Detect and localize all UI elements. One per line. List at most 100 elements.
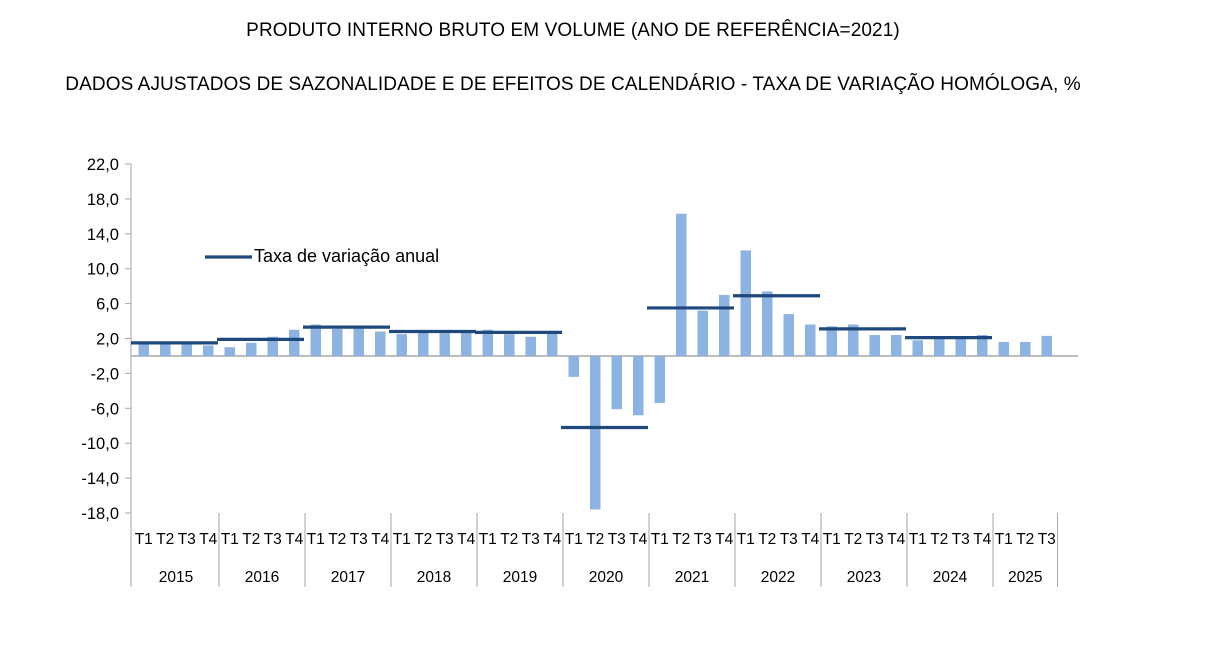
quarter-label: T4 [543, 531, 561, 548]
year-label-2023: 2023 [847, 569, 881, 586]
bar-2015-t2 [160, 342, 171, 356]
bar-2018-t4 [461, 331, 472, 356]
bars-layer [138, 213, 1052, 510]
y-tick-label: 10,0 [87, 261, 119, 279]
year-label-2020: 2020 [589, 569, 624, 586]
bar-2018-t2 [418, 331, 429, 356]
labels-layer: 22,0 18,0 14,0 10,0 6,0 2,0 -2,0 -6,0 -10,0 -14,0… [81, 156, 1055, 586]
bar-2023-t1 [826, 326, 837, 356]
year-label-2019: 2019 [503, 569, 537, 586]
quarter-label: T1 [651, 531, 669, 548]
year-label-2017: 2017 [331, 569, 365, 586]
bar-2017-t4 [375, 331, 386, 356]
year-label-2021: 2021 [675, 569, 709, 586]
year-label-2016: 2016 [245, 569, 279, 586]
bar-2016-t3 [267, 336, 278, 356]
quarter-label: T2 [414, 531, 432, 548]
y-tick-label: -14,0 [81, 470, 119, 488]
quarter-label: T4 [629, 531, 647, 548]
axes-layer [125, 163, 1078, 587]
y-tick-label: 14,0 [87, 226, 119, 244]
bar-2021-t1 [654, 355, 665, 404]
bar-2023-t4 [891, 335, 902, 356]
y-tick-label: -18,0 [81, 505, 119, 523]
quarter-label: T3 [694, 531, 712, 548]
quarter-label: T2 [586, 531, 604, 548]
bar-2022-t4 [805, 324, 816, 356]
quarter-label: T4 [887, 531, 905, 548]
bar-2017-t2 [332, 328, 343, 356]
bar-2019-t1 [482, 329, 493, 356]
bar-2020-t3 [611, 355, 622, 410]
quarter-label: T4 [371, 531, 389, 548]
bar-2025-t2 [1020, 341, 1031, 356]
quarter-label: T3 [780, 531, 798, 548]
quarter-label: T1 [909, 531, 927, 548]
y-tick-label: 2,0 [96, 331, 119, 349]
quarter-label: T1 [565, 531, 583, 548]
bar-2019-t4 [547, 331, 558, 356]
bar-2023-t2 [848, 324, 859, 356]
y-tick-label: -6,0 [91, 400, 119, 418]
bar-2015-t3 [181, 342, 192, 356]
quarter-label: T2 [500, 531, 518, 548]
y-tick-label: 6,0 [96, 296, 119, 314]
bar-2019-t3 [525, 336, 536, 356]
bar-2024-t2 [934, 338, 945, 356]
year-label-2025: 2025 [1008, 569, 1042, 586]
bar-2020-t1 [568, 355, 579, 377]
bar-2025-t1 [998, 341, 1009, 356]
bar-2017-t3 [353, 328, 364, 356]
quarter-label: T1 [823, 531, 841, 548]
legend-annual-label: Taxa de variação anual [254, 246, 439, 266]
quarter-label: T3 [264, 531, 282, 548]
year-label-2024: 2024 [933, 569, 968, 586]
quarter-label: T3 [952, 531, 970, 548]
quarter-label: T4 [457, 531, 475, 548]
bar-2021-t2 [676, 213, 687, 356]
quarter-label: T1 [393, 531, 411, 548]
bar-2025-t3 [1041, 335, 1052, 356]
bar-2019-t2 [504, 334, 515, 356]
year-label-2015: 2015 [159, 569, 193, 586]
quarter-label: T4 [199, 531, 217, 548]
bar-2020-t4 [633, 355, 644, 416]
bar-2024-t1 [912, 340, 923, 356]
quarter-label: T2 [672, 531, 690, 548]
quarter-label: T3 [866, 531, 884, 548]
quarter-label: T1 [995, 531, 1013, 548]
y-tick-label: -2,0 [91, 365, 119, 383]
year-label-2018: 2018 [417, 569, 451, 586]
bar-2016-t4 [289, 329, 300, 356]
quarter-label: T4 [973, 531, 991, 548]
bar-2021-t3 [697, 310, 708, 356]
quarter-label: T1 [221, 531, 239, 548]
y-tick-label: 22,0 [87, 156, 119, 174]
chart-subtitle: DADOS AJUSTADOS DE SAZONALIDADE E DE EFE… [65, 74, 1081, 95]
quarter-label: T2 [844, 531, 862, 548]
legend: Taxa de variação anual [205, 246, 439, 266]
quarter-label: T1 [737, 531, 755, 548]
quarter-label: T2 [930, 531, 948, 548]
bar-2020-t2 [590, 355, 601, 510]
quarter-label: T4 [801, 531, 819, 548]
quarter-label: T1 [307, 531, 325, 548]
bar-2018-t3 [439, 333, 450, 356]
quarter-label: T4 [715, 531, 733, 548]
y-tick-label: -10,0 [81, 435, 119, 453]
bar-2017-t1 [310, 324, 321, 356]
quarter-label: T2 [242, 531, 260, 548]
chart-title: PRODUTO INTERNO BRUTO EM VOLUME (ANO DE … [246, 20, 900, 41]
quarter-label: T2 [1016, 531, 1034, 548]
quarter-label: T3 [436, 531, 454, 548]
quarter-label: T2 [758, 531, 776, 548]
bar-2024-t4 [977, 335, 988, 356]
year-label-2022: 2022 [761, 569, 795, 586]
quarter-label: T2 [156, 531, 174, 548]
y-tick-label: 18,0 [87, 191, 119, 209]
bar-2022-t3 [783, 314, 794, 356]
bar-2016-t1 [224, 347, 235, 356]
quarter-label: T4 [285, 531, 303, 548]
bar-2018-t1 [396, 334, 407, 356]
